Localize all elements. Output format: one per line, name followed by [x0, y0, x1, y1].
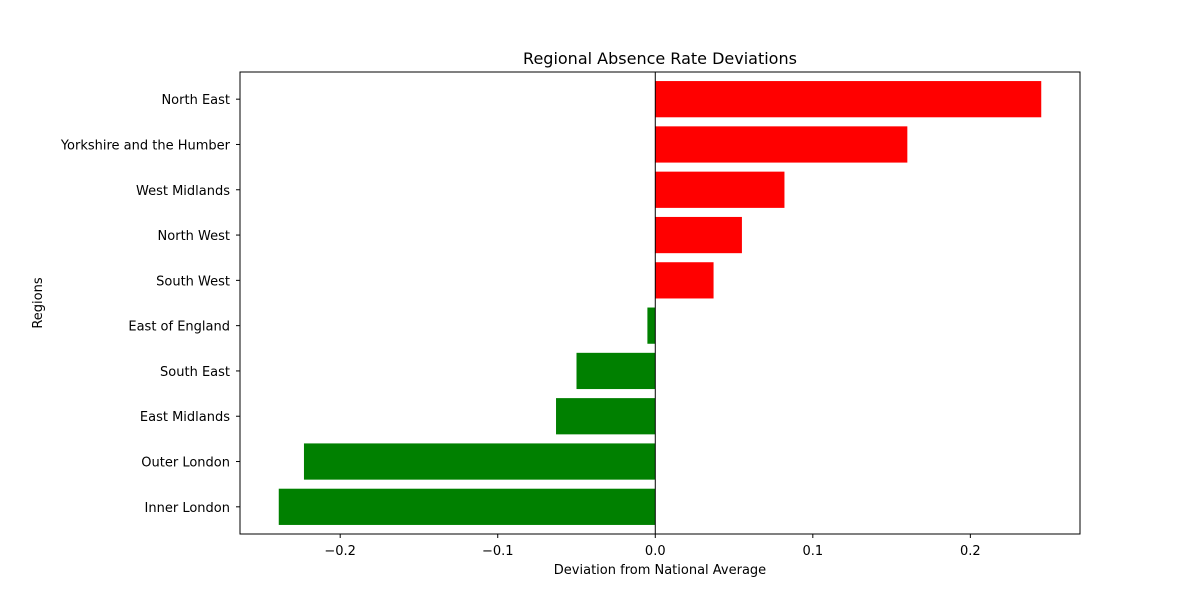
- x-tick-label: −0.1: [482, 544, 514, 559]
- y-tick-label: North West: [158, 229, 230, 244]
- y-axis-ticks: Inner London Outer London East Midlands Sou…: [60, 93, 240, 516]
- y-tick-label: North East: [161, 93, 230, 108]
- bar-south-east: [576, 352, 656, 390]
- bar-north-west: [655, 216, 742, 254]
- y-tick-label: South East: [160, 365, 230, 380]
- bar-yorkshire-and-the-humber: [655, 126, 908, 163]
- bar-north-east: [655, 81, 1042, 118]
- y-tick-label: East Midlands: [140, 410, 230, 425]
- y-tick-label: East of England: [128, 320, 230, 335]
- bar-south-west: [655, 262, 714, 299]
- y-tick-label: Inner London: [145, 501, 230, 516]
- y-tick-label: West Midlands: [136, 184, 230, 199]
- bar-outer-london: [303, 443, 656, 480]
- x-axis-label: Deviation from National Average: [554, 563, 766, 578]
- x-axis-ticks: −0.2 −0.1 0.0 0.1 0.2: [324, 534, 981, 559]
- bar-east-midlands: [556, 398, 656, 435]
- x-tick-label: 0.2: [960, 544, 981, 559]
- y-tick-label: South West: [156, 274, 230, 289]
- y-tick-label: Outer London: [141, 456, 230, 471]
- plot-frame: [239, 71, 1081, 535]
- bar-east-of-england: [647, 307, 656, 344]
- x-tick-label: 0.0: [645, 544, 666, 559]
- bars-group: [278, 81, 1042, 525]
- bar-inner-london: [278, 488, 656, 525]
- bar-west-midlands: [655, 171, 785, 208]
- x-tick-label: 0.1: [802, 544, 823, 559]
- y-tick-label: Yorkshire and the Humber: [60, 138, 231, 153]
- y-axis-label: Regions: [31, 277, 46, 329]
- chart-title: Regional Absence Rate Deviations: [523, 49, 797, 68]
- x-tick-label: −0.2: [324, 544, 356, 559]
